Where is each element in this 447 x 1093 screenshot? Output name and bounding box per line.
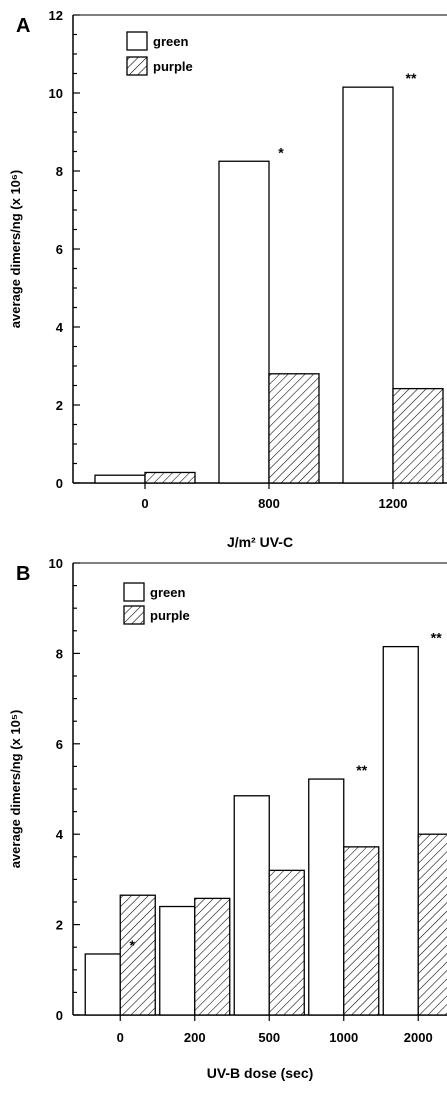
y-tick-label: 6 — [56, 242, 63, 257]
bar-green-1000 — [308, 778, 345, 1016]
y-tick-label: 2 — [56, 918, 63, 933]
legend: green purple — [123, 582, 190, 625]
significance-mark: * — [130, 937, 136, 953]
x-axis-label: J/m² UV-C — [227, 534, 293, 550]
legend-label-green: green — [153, 34, 188, 49]
bar-green-2000 — [382, 645, 419, 1016]
legend-swatch-purple — [123, 605, 145, 625]
bar-purple-1200 — [392, 387, 444, 484]
bar-purple-500 — [268, 869, 305, 1016]
legend-swatch-green — [126, 31, 148, 51]
chart-panel-b: B 0 2 4 6 8 10 average dimers/ng (x 10⁵) * 0 200 50… — [8, 556, 447, 1081]
bar-green-200 — [159, 905, 196, 1016]
y-tick-label: 0 — [56, 476, 63, 491]
bar-green-500 — [233, 795, 270, 1016]
y-tick-label: 8 — [56, 646, 63, 661]
x-tick-label: 0 — [141, 496, 148, 511]
x-tick-label: 500 — [258, 1030, 280, 1045]
bar-purple-200 — [194, 897, 231, 1016]
y-tick-label: 10 — [49, 86, 63, 101]
y-tick-label: 4 — [56, 320, 64, 335]
x-tick-label: 0 — [117, 1030, 124, 1045]
bar-green-1200 — [342, 86, 394, 484]
y-tick-label: 4 — [56, 827, 64, 842]
x-tick-label: 2000 — [404, 1030, 433, 1045]
significance-mark: ** — [406, 70, 417, 86]
y-axis-label: average dimers/ng (x 10⁶) — [8, 170, 23, 328]
legend-swatch-green — [123, 582, 145, 602]
panel-label: A — [16, 15, 30, 37]
bar-purple-800 — [268, 373, 320, 484]
legend-swatch-purple — [126, 56, 148, 76]
x-tick-label: 1000 — [329, 1030, 358, 1045]
y-tick-label: 6 — [56, 737, 63, 752]
legend: green purple — [126, 31, 193, 76]
significance-mark: ** — [431, 630, 442, 646]
chart-panel-a: A 0 2 4 6 8 10 12 average dimers/ng (x 10⁶) 0 * 800… — [8, 8, 447, 550]
y-tick-label: 8 — [56, 164, 63, 179]
legend-label-purple: purple — [153, 59, 193, 74]
bar-purple-1000 — [343, 846, 380, 1016]
y-tick-label: 2 — [56, 398, 63, 413]
significance-mark: * — [278, 144, 284, 160]
y-tick-label: 12 — [49, 8, 63, 23]
bar-green-0 — [94, 474, 146, 484]
bar-green-0 — [84, 953, 121, 1016]
x-axis-label: UV-B dose (sec) — [207, 1065, 314, 1081]
legend-label-green: green — [150, 585, 185, 600]
x-tick-label: 800 — [258, 496, 280, 511]
legend-label-purple: purple — [150, 608, 190, 623]
x-tick-label: 1200 — [379, 496, 408, 511]
significance-mark: ** — [356, 762, 367, 778]
bar-purple-0 — [119, 894, 156, 1016]
panel-label: B — [16, 563, 30, 585]
bar-purple-2000 — [417, 833, 447, 1016]
y-axis-label: average dimers/ng (x 10⁵) — [8, 710, 23, 869]
y-tick-label: 0 — [56, 1008, 63, 1023]
bar-green-800 — [218, 160, 270, 484]
y-tick-label: 10 — [49, 556, 63, 571]
x-tick-label: 200 — [184, 1030, 206, 1045]
bar-purple-0 — [144, 471, 196, 484]
